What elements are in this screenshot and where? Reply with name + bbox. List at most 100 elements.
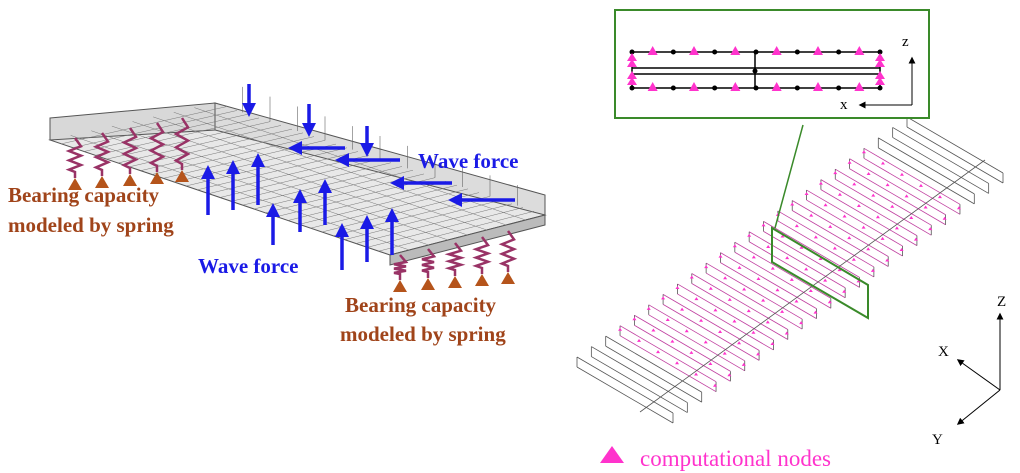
- node: [756, 277, 760, 280]
- node: [876, 215, 880, 218]
- support: [448, 276, 462, 288]
- dot: [712, 50, 717, 55]
- node: [938, 195, 942, 198]
- support: [421, 278, 435, 290]
- node: [742, 363, 746, 366]
- frame-line: [677, 294, 773, 350]
- node: [842, 290, 846, 293]
- frame-line: [663, 304, 759, 360]
- frame-line: [735, 252, 831, 308]
- dot: [878, 86, 883, 91]
- deck: [50, 87, 545, 265]
- frame-line: [864, 148, 960, 204]
- node: [809, 289, 813, 292]
- frame-line: [792, 210, 888, 266]
- node: [771, 267, 775, 270]
- node: [728, 298, 732, 301]
- bearing-label: modeled by spring: [340, 322, 506, 346]
- dot: [712, 86, 717, 91]
- node: [647, 307, 651, 310]
- node: [752, 255, 756, 258]
- node: [881, 237, 885, 240]
- frame-line: [764, 231, 860, 287]
- callout-line: [775, 125, 803, 228]
- node: [895, 226, 899, 229]
- node: [675, 286, 679, 289]
- legend-symbol: [600, 446, 624, 463]
- support: [501, 272, 515, 284]
- node: [733, 244, 737, 247]
- axis-label: X: [938, 344, 949, 360]
- legend-label: computational nodes: [640, 446, 831, 471]
- node: [718, 330, 722, 333]
- dot: [836, 50, 841, 55]
- node: [914, 238, 918, 241]
- frame-line: [850, 159, 946, 215]
- node: [852, 182, 856, 185]
- node: [747, 234, 751, 237]
- frame-line: [749, 242, 845, 298]
- node: [661, 296, 665, 299]
- frame-line: [706, 273, 802, 329]
- node: [718, 255, 722, 258]
- dot: [754, 50, 759, 55]
- axis-label: Y: [932, 432, 943, 448]
- frame-line: [649, 315, 745, 371]
- frame-line: [850, 169, 946, 225]
- frame-line: [677, 284, 773, 340]
- node: [656, 350, 660, 353]
- bearing-label: Bearing capacity: [345, 293, 497, 317]
- node: [862, 150, 866, 153]
- node: [804, 267, 808, 270]
- frame-line: [907, 127, 1003, 183]
- node: [666, 318, 670, 321]
- node: [823, 279, 827, 282]
- dot: [671, 50, 676, 55]
- node: [704, 340, 708, 343]
- node: [824, 203, 828, 206]
- node: [814, 235, 818, 238]
- node: [713, 308, 717, 311]
- node: [795, 224, 799, 227]
- node: [694, 297, 698, 300]
- node: [881, 162, 885, 165]
- node: [790, 202, 794, 205]
- frame-line: [807, 200, 903, 256]
- node: [848, 161, 852, 164]
- node: [632, 317, 636, 320]
- node: [775, 288, 779, 291]
- node: [919, 184, 923, 187]
- node: [680, 308, 684, 311]
- node: [847, 236, 851, 239]
- node: [805, 192, 809, 195]
- node: [785, 256, 789, 259]
- node: [713, 384, 717, 387]
- node: [813, 311, 817, 314]
- node: [689, 351, 693, 354]
- node: [709, 287, 713, 290]
- node: [732, 320, 736, 323]
- node: [761, 299, 765, 302]
- node: [890, 205, 894, 208]
- node: [766, 245, 770, 248]
- bearing-label: Bearing capacity: [8, 183, 160, 207]
- node: [742, 287, 746, 290]
- dot: [795, 86, 800, 91]
- node: [685, 329, 689, 332]
- node: [737, 266, 741, 269]
- node: [857, 204, 861, 207]
- node: [885, 258, 889, 261]
- node: [828, 300, 832, 303]
- frame-line: [821, 180, 917, 236]
- node: [900, 173, 904, 176]
- frame-line: [893, 137, 989, 193]
- node: [905, 194, 909, 197]
- dot: [795, 50, 800, 55]
- frame-line: [907, 117, 1003, 173]
- node: [704, 265, 708, 268]
- node: [766, 320, 770, 323]
- node: [819, 182, 823, 185]
- wave-force-label: Wave force: [198, 254, 299, 278]
- frame-line: [692, 284, 788, 340]
- frame-line: [720, 263, 816, 319]
